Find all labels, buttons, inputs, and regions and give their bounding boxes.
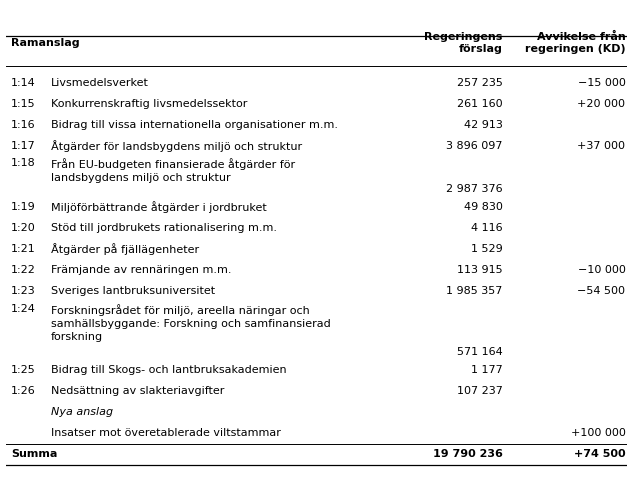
Text: Främjande av rennäringen m.m.: Främjande av rennäringen m.m. — [51, 265, 232, 275]
Text: −54 500: −54 500 — [577, 287, 625, 296]
Text: 1 177: 1 177 — [471, 364, 503, 375]
Text: +20 000: +20 000 — [577, 99, 625, 109]
Text: 1:15: 1:15 — [11, 99, 36, 109]
Text: Nedsättning av slakteriavgifter: Nedsättning av slakteriavgifter — [51, 386, 224, 396]
Text: Från EU-budgeten finansierade åtgärder för
landsbygdens miljö och struktur: Från EU-budgeten finansierade åtgärder f… — [51, 158, 295, 183]
Text: 257 235: 257 235 — [457, 78, 503, 88]
Text: 1:26: 1:26 — [11, 386, 36, 396]
Text: Bidrag till Skogs- och lantbruksakademien: Bidrag till Skogs- och lantbruksakademie… — [51, 364, 287, 375]
Text: Miljöförbättrande åtgärder i jordbruket: Miljöförbättrande åtgärder i jordbruket — [51, 201, 266, 212]
Text: Avvikelse från
regeringen (KD): Avvikelse från regeringen (KD) — [525, 31, 625, 54]
Text: 1:22: 1:22 — [11, 265, 36, 275]
Text: 1 985 357: 1 985 357 — [446, 287, 503, 296]
Text: 4 116: 4 116 — [471, 223, 503, 233]
Text: Livsmedelsverket: Livsmedelsverket — [51, 78, 149, 88]
Text: 42 913: 42 913 — [464, 120, 503, 130]
Text: Forskningsrådet för miljö, areella näringar och
samhällsbyggande: Forskning och : Forskningsrådet för miljö, areella närin… — [51, 304, 331, 342]
Text: Regeringens
förslag: Regeringens förslag — [424, 31, 503, 54]
Text: 19 790 236: 19 790 236 — [433, 449, 503, 459]
Text: Åtgärder för landsbygdens miljö och struktur: Åtgärder för landsbygdens miljö och stru… — [51, 140, 302, 152]
Text: 261 160: 261 160 — [457, 99, 503, 109]
Text: 1:20: 1:20 — [11, 223, 36, 233]
Text: Stöd till jordbrukets rationalisering m.m.: Stöd till jordbrukets rationalisering m.… — [51, 223, 277, 233]
Text: 1:24: 1:24 — [11, 304, 36, 314]
Text: 3 896 097: 3 896 097 — [446, 141, 503, 151]
Text: 49 830: 49 830 — [464, 202, 503, 212]
Text: 1:14: 1:14 — [11, 78, 36, 88]
Text: +74 500: +74 500 — [573, 449, 625, 459]
Text: Åtgärder på fjällägenheter: Åtgärder på fjällägenheter — [51, 243, 199, 255]
Text: 571 164: 571 164 — [457, 347, 503, 357]
Text: −15 000: −15 000 — [577, 78, 625, 88]
Text: 1:21: 1:21 — [11, 244, 36, 254]
Text: 1 529: 1 529 — [471, 244, 503, 254]
Text: Ramanslag: Ramanslag — [11, 38, 80, 48]
Text: Insatser mot överetablerade viltstammar: Insatser mot överetablerade viltstammar — [51, 428, 281, 438]
Text: Konkurrenskraftig livsmedelssektor: Konkurrenskraftig livsmedelssektor — [51, 99, 248, 109]
Text: Nya anslag: Nya anslag — [51, 407, 113, 417]
Text: 2 987 376: 2 987 376 — [446, 184, 503, 195]
Text: 1:17: 1:17 — [11, 141, 36, 151]
Text: Bidrag till vissa internationella organisationer m.m.: Bidrag till vissa internationella organi… — [51, 120, 338, 130]
Text: Sveriges lantbruksuniversitet: Sveriges lantbruksuniversitet — [51, 287, 215, 296]
Text: 113 915: 113 915 — [457, 265, 503, 275]
Text: +100 000: +100 000 — [570, 428, 625, 438]
Text: 1:16: 1:16 — [11, 120, 36, 130]
Text: 1:18: 1:18 — [11, 158, 36, 168]
Text: 107 237: 107 237 — [457, 386, 503, 396]
Text: 1:23: 1:23 — [11, 287, 36, 296]
Text: 1:19: 1:19 — [11, 202, 36, 212]
Text: +37 000: +37 000 — [577, 141, 625, 151]
Text: Summa: Summa — [11, 449, 58, 459]
Text: −10 000: −10 000 — [577, 265, 625, 275]
Text: 1:25: 1:25 — [11, 364, 36, 375]
